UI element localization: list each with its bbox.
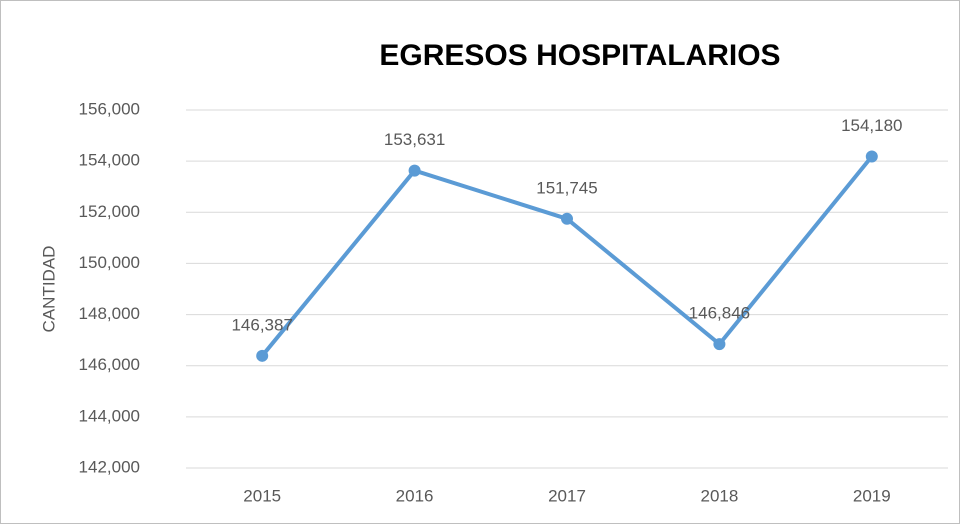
data-label: 154,180 bbox=[841, 116, 902, 135]
x-tick-label: 2015 bbox=[243, 486, 281, 505]
data-point bbox=[256, 349, 269, 362]
x-tick-label: 2019 bbox=[853, 486, 891, 505]
x-tick-label: 2016 bbox=[396, 486, 434, 505]
y-tick-label: 146,000 bbox=[79, 355, 140, 374]
data-label: 153,631 bbox=[384, 130, 445, 149]
y-tick-label: 142,000 bbox=[79, 457, 140, 476]
data-point bbox=[561, 212, 573, 225]
y-tick-label: 150,000 bbox=[79, 253, 140, 272]
chart-title: EGRESOS HOSPITALARIOS bbox=[379, 39, 780, 72]
data-label: 146,846 bbox=[689, 304, 750, 323]
x-tick-label: 2018 bbox=[700, 486, 738, 505]
data-label: 146,387 bbox=[231, 315, 292, 334]
y-tick-label: 154,000 bbox=[79, 151, 140, 170]
y-axis-label: CANTIDAD bbox=[39, 246, 58, 333]
y-tick-label: 156,000 bbox=[79, 99, 140, 118]
y-tick-label: 148,000 bbox=[79, 304, 140, 323]
y-tick-label: 144,000 bbox=[79, 406, 140, 425]
y-tick-label: 152,000 bbox=[79, 202, 140, 221]
data-point bbox=[865, 150, 878, 163]
data-label: 151,745 bbox=[536, 178, 597, 197]
data-point bbox=[408, 164, 421, 177]
x-tick-label: 2017 bbox=[548, 486, 586, 505]
data-point bbox=[713, 338, 726, 351]
